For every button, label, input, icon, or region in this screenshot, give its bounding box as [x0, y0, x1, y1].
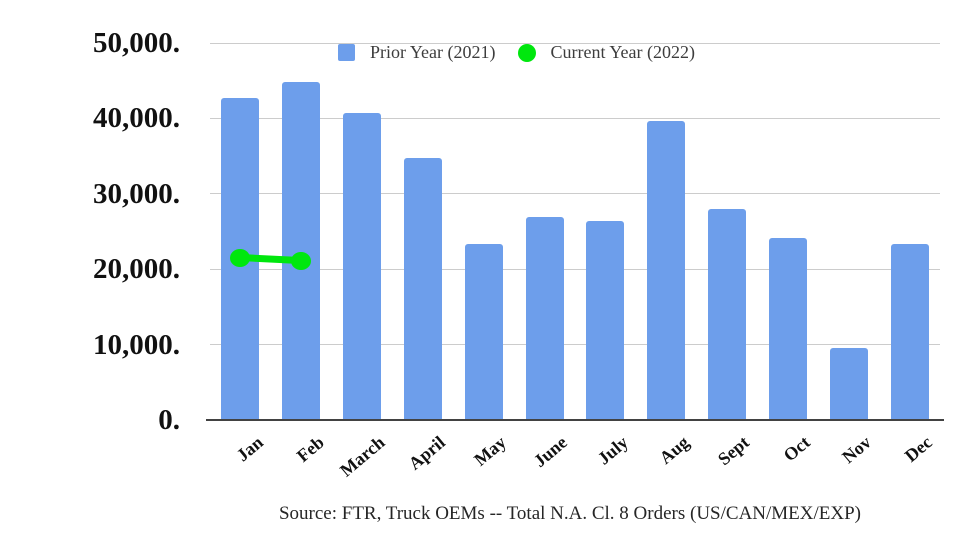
y-axis-label: 40,000.: [93, 102, 180, 135]
gridline-50000: [210, 42, 940, 44]
bar-march: [343, 113, 382, 420]
x-axis-label-july: July: [593, 432, 632, 469]
bar-oct: [768, 237, 807, 420]
point-jan-2022: [230, 248, 251, 267]
x-axis-label-feb: Feb: [292, 432, 328, 466]
x-axis-label-march: March: [335, 432, 389, 481]
bar-april: [403, 158, 442, 420]
x-axis-label-oct: Oct: [779, 432, 815, 466]
legend-label-current-year: Current Year (2022): [550, 42, 695, 62]
bar-aug: [647, 120, 686, 420]
bar-may: [464, 243, 503, 420]
source-note: Source: FTR, Truck OEMs -- Total N.A. Cl…: [278, 503, 862, 524]
legend-item-current-year: Current Year (2022): [517, 42, 695, 63]
bar-july: [586, 220, 625, 420]
legend-item-prior-year: Prior Year (2021): [338, 42, 496, 63]
prior-year-swatch-icon: [338, 44, 355, 61]
bar-dec: [890, 244, 929, 420]
x-axis-label-nov: Nov: [838, 432, 875, 468]
x-axis-label-aug: Aug: [655, 432, 693, 468]
current-year-swatch-icon: [517, 43, 536, 62]
x-axis-label-april: April: [404, 432, 450, 474]
bar-sept: [708, 208, 747, 420]
x-axis-label-sept: Sept: [714, 432, 754, 470]
point-feb-2022: [291, 251, 312, 270]
y-axis-label: 30,000.: [93, 177, 180, 210]
x-axis-label-june: June: [529, 432, 571, 472]
gridline-30000: [210, 193, 940, 195]
x-axis-label-dec: Dec: [900, 432, 936, 466]
y-axis-label: 20,000.: [93, 253, 180, 286]
gridline-10000: [210, 344, 940, 346]
bar-feb: [282, 82, 321, 420]
y-axis-label: 10,000.: [93, 328, 180, 361]
gridline-20000: [210, 268, 940, 270]
y-axis-label: 50,000.: [93, 27, 180, 59]
legend-label-prior-year: Prior Year (2021): [370, 42, 496, 62]
x-axis-label-jan: Jan: [232, 432, 267, 466]
chart-legend: Prior Year (2021) Current Year (2022): [338, 42, 695, 63]
bar-nov: [829, 347, 868, 420]
bar-june: [525, 217, 564, 420]
x-axis-line: [206, 419, 944, 421]
x-axis-label-may: May: [470, 432, 510, 470]
gridline-40000: [210, 117, 940, 119]
y-axis-label: 0.: [158, 404, 180, 436]
